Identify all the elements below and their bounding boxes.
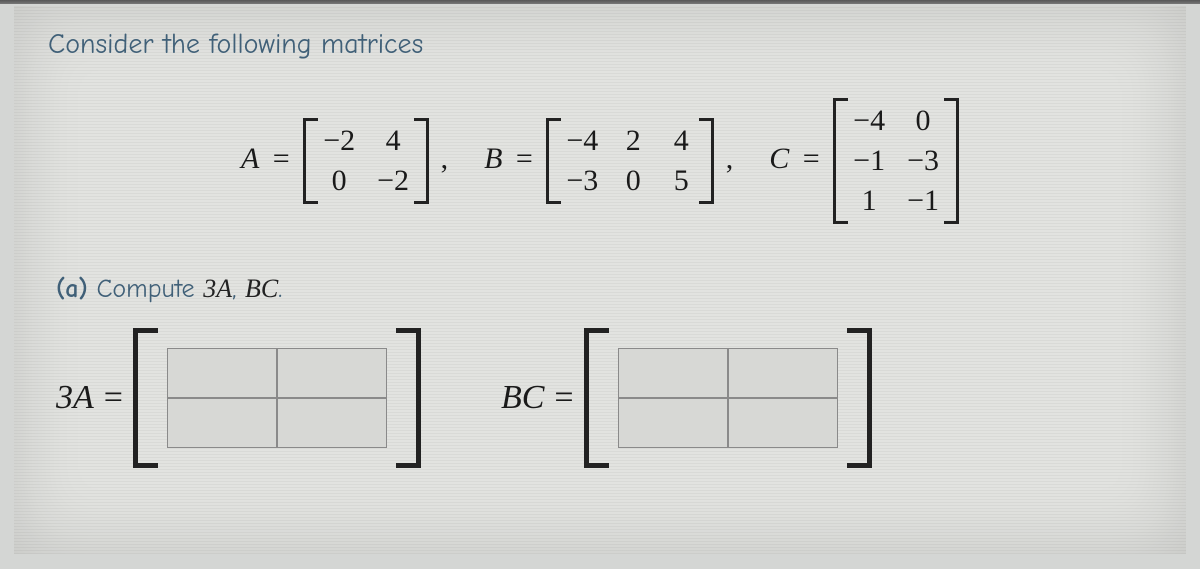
C-0-0: −4 (853, 104, 885, 138)
matrix-B-grid: −4 2 4 −3 0 5 (558, 118, 702, 204)
right-bracket-icon (401, 328, 421, 468)
right-bracket-icon (417, 118, 429, 204)
comma-A: , (437, 142, 449, 175)
answer-BC-grid (604, 328, 852, 468)
C-1-0: −1 (853, 144, 885, 178)
input-3A-0-0[interactable] (167, 348, 277, 398)
part-sep: , (232, 274, 245, 304)
equals-3A: = (94, 379, 133, 417)
answer-BC: BC = (501, 328, 872, 468)
equals-C: = (797, 142, 826, 175)
left-bracket-icon (833, 98, 845, 224)
answer-3A-grid (153, 328, 401, 468)
right-bracket-icon (852, 328, 872, 468)
input-3A-1-0[interactable] (167, 398, 277, 448)
answer-BC-matrix (584, 328, 872, 468)
left-bracket-icon (303, 118, 315, 204)
A-1-1: −2 (377, 164, 409, 198)
right-bracket-icon (702, 118, 714, 204)
problem-prompt: Consider the following matrices (48, 28, 1152, 60)
A-1-0: 0 (326, 164, 352, 198)
matrix-C: −4 0 −1 −3 1 −1 (833, 98, 959, 224)
equals-B: = (510, 142, 539, 175)
label-C: C (769, 142, 789, 175)
answer-BC-label: BC (501, 379, 544, 417)
left-bracket-icon (133, 328, 153, 468)
answer-3A-label: 3A (56, 379, 94, 417)
matrix-A: −2 4 0 −2 (303, 118, 429, 204)
def-B: B = −4 2 4 −3 0 5 , (484, 118, 733, 204)
input-3A-1-1[interactable] (277, 398, 387, 448)
def-C: C = −4 0 −1 −3 1 −1 (769, 98, 959, 224)
C-1-1: −3 (907, 144, 939, 178)
answers-row: 3A = BC = (56, 328, 1152, 468)
input-BC-1-0[interactable] (618, 398, 728, 448)
B-0-1: 2 (620, 124, 646, 158)
part-tag: (a) (56, 274, 88, 304)
part-a-prompt: (a) Compute 3A, BC. (56, 274, 1152, 304)
part-text: Compute (96, 274, 203, 304)
A-0-1: 4 (380, 124, 406, 158)
input-3A-0-1[interactable] (277, 348, 387, 398)
B-0-2: 4 (668, 124, 694, 158)
page-top-border (0, 0, 1200, 4)
A-0-0: −2 (323, 124, 355, 158)
B-1-2: 5 (668, 164, 694, 198)
C-2-1: −1 (907, 184, 939, 218)
left-bracket-icon (546, 118, 558, 204)
B-0-0: −4 (566, 124, 598, 158)
input-BC-0-0[interactable] (618, 348, 728, 398)
B-1-1: 0 (620, 164, 646, 198)
equals-A: = (267, 142, 296, 175)
input-BC-1-1[interactable] (728, 398, 838, 448)
right-bracket-icon (947, 98, 959, 224)
label-B: B (484, 142, 502, 175)
left-bracket-icon (584, 328, 604, 468)
answer-3A: 3A = (56, 328, 421, 468)
input-BC-0-1[interactable] (728, 348, 838, 398)
matrix-A-grid: −2 4 0 −2 (315, 118, 417, 204)
C-2-0: 1 (856, 184, 882, 218)
worksheet-panel: Consider the following matrices A = −2 4… (14, 6, 1186, 554)
part-tail: . (278, 274, 282, 304)
def-A: A = −2 4 0 −2 , (241, 118, 448, 204)
part-expr2: BC (245, 274, 278, 303)
C-0-1: 0 (910, 104, 936, 138)
label-A: A (241, 142, 259, 175)
matrix-C-grid: −4 0 −1 −3 1 −1 (845, 98, 947, 224)
part-expr1: 3A (203, 274, 232, 303)
equals-BC: = (544, 379, 583, 417)
matrix-B: −4 2 4 −3 0 5 (546, 118, 714, 204)
answer-3A-matrix (133, 328, 421, 468)
B-1-0: −3 (566, 164, 598, 198)
comma-B: , (722, 142, 734, 175)
matrix-definitions-row: A = −2 4 0 −2 , B = −4 2 (48, 98, 1152, 224)
